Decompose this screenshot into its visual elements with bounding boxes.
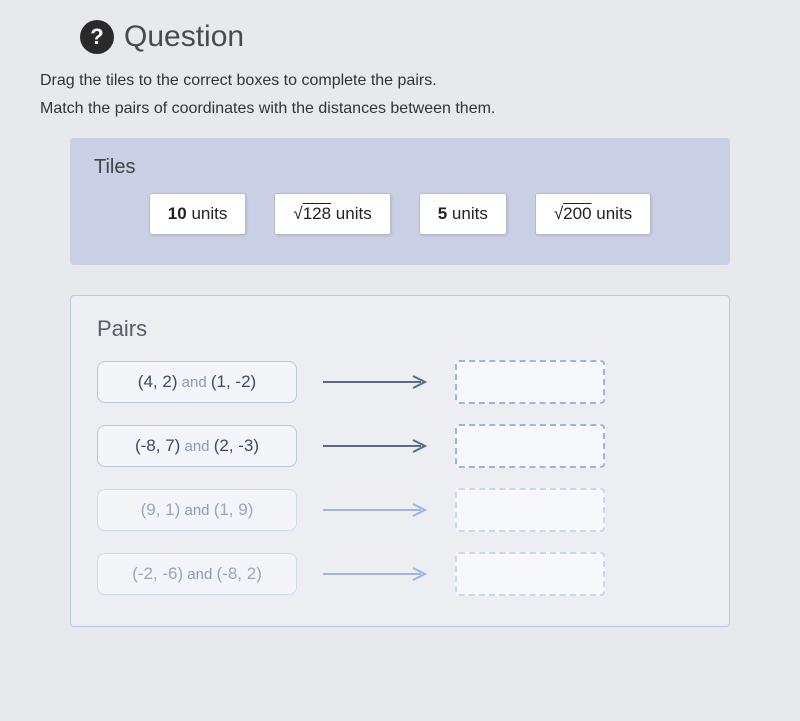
pair-row-2: (9, 1) and (1, 9): [97, 488, 703, 532]
tiles-label: Tiles: [94, 156, 706, 179]
instruction-line-2: Match the pairs of coordinates with the …: [40, 100, 760, 118]
question-title: Question: [124, 20, 244, 54]
arrow-icon: [321, 503, 431, 517]
coordinate-pair-3: (-2, -6) and (-8, 2): [97, 553, 297, 595]
arrow-icon: [321, 567, 431, 581]
tile-2[interactable]: 5 units: [419, 193, 507, 235]
pair-row-0: (4, 2) and (1, -2): [97, 360, 703, 404]
drop-target-1[interactable]: [455, 424, 605, 468]
tiles-row: 10 units √128 units 5 units √200 units: [94, 193, 706, 235]
question-header: ? Question: [80, 20, 760, 54]
tile-0[interactable]: 10 units: [149, 193, 247, 235]
question-mark-icon: ?: [80, 20, 114, 54]
pairs-label: Pairs: [97, 316, 703, 342]
drop-target-2[interactable]: [455, 488, 605, 532]
instruction-line-1: Drag the tiles to the correct boxes to c…: [40, 72, 760, 90]
coordinate-pair-0: (4, 2) and (1, -2): [97, 361, 297, 403]
drop-target-0[interactable]: [455, 360, 605, 404]
tiles-panel: Tiles 10 units √128 units 5 units √200 unit…: [70, 138, 730, 265]
drop-target-3[interactable]: [455, 552, 605, 596]
pairs-panel: Pairs (4, 2) and (1, -2) (-8, 7) and (2, …: [70, 295, 730, 627]
tile-3[interactable]: √200 units: [535, 193, 651, 235]
arrow-icon: [321, 375, 431, 389]
coordinate-pair-2: (9, 1) and (1, 9): [97, 489, 297, 531]
tile-1[interactable]: √128 units: [274, 193, 390, 235]
arrow-icon: [321, 439, 431, 453]
coordinate-pair-1: (-8, 7) and (2, -3): [97, 425, 297, 467]
pair-row-1: (-8, 7) and (2, -3): [97, 424, 703, 468]
pair-row-3: (-2, -6) and (-8, 2): [97, 552, 703, 596]
